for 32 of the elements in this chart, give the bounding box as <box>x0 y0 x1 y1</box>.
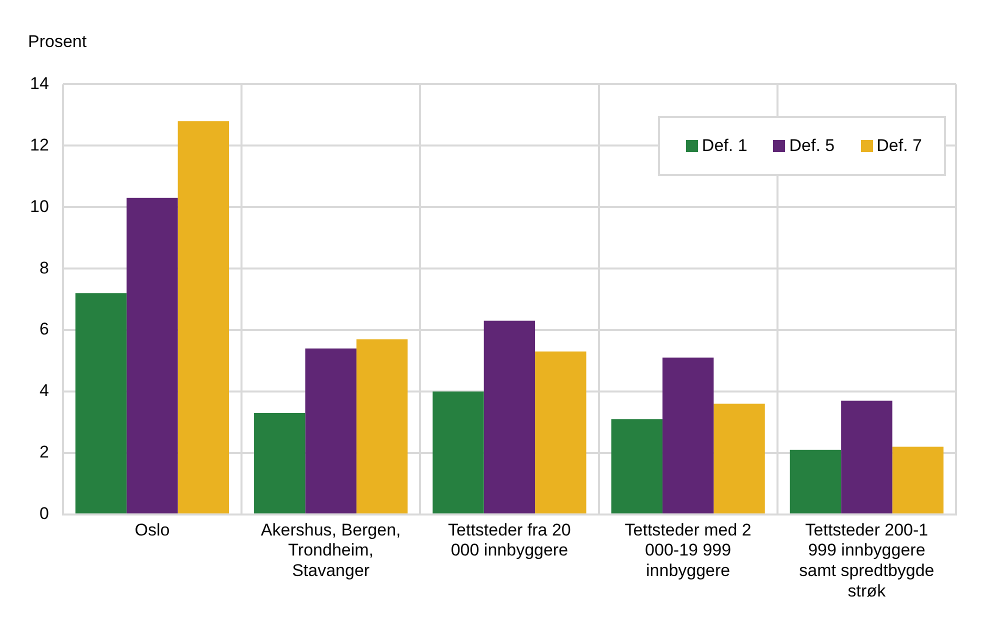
y-tick-label: 0 <box>39 504 49 524</box>
y-tick-label: 4 <box>39 381 49 400</box>
y-tick-label: 10 <box>30 196 49 216</box>
bar <box>254 412 306 514</box>
x-tick-label: Oslo <box>134 520 170 540</box>
bar <box>662 358 714 514</box>
y-tick-label: 6 <box>39 320 49 339</box>
legend-label: Def. 7 <box>876 136 922 156</box>
x-tick-label: Akershus, Bergen, Trondheim, Stavanger <box>260 520 401 580</box>
bar <box>75 293 127 514</box>
bar <box>356 339 408 514</box>
legend-label: Def. 1 <box>702 136 748 156</box>
y-tick-label: 12 <box>30 135 49 154</box>
x-tick-label: Tettsteder med 2 000-19 999 innbyggere <box>624 520 752 580</box>
x-tick-label: Tettsteder 200-1 999 innbyggere samt spredtbygde strøk <box>799 520 934 600</box>
x-tick-label: Tettsteder fra 20 000 innbyggere <box>448 520 571 560</box>
y-tick-label: 8 <box>39 258 49 278</box>
bar <box>535 352 586 514</box>
bar <box>892 446 944 514</box>
legend-label: Def. 5 <box>789 136 835 156</box>
y-tick-label: 2 <box>39 442 49 462</box>
bar <box>611 419 662 514</box>
bar <box>790 450 842 514</box>
bar <box>178 121 230 514</box>
bar <box>714 404 765 514</box>
bar <box>432 391 484 514</box>
y-axis-title: Prosent <box>28 32 87 52</box>
bar <box>305 348 356 514</box>
bar <box>484 320 536 514</box>
bar <box>126 198 178 514</box>
bar <box>841 400 892 514</box>
y-tick-label: 14 <box>30 74 49 93</box>
